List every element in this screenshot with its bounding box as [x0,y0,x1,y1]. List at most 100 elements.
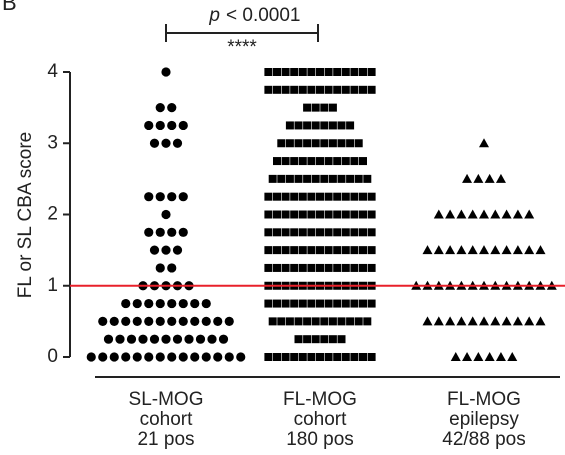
marker [462,173,473,183]
marker [350,157,359,166]
marker [333,246,342,255]
marker [264,246,273,255]
marker [367,228,376,237]
marker [224,316,234,326]
marker [333,263,342,272]
marker [178,316,188,326]
marker [303,317,312,326]
marker [190,316,200,326]
marker-row [155,103,177,113]
marker [328,317,337,326]
y-tick-label: 1 [47,275,58,296]
marker [132,352,142,362]
marker [281,68,290,76]
marker [109,352,119,362]
marker [307,246,316,255]
marker-row [462,173,506,183]
marker [479,245,489,255]
marker [495,173,506,183]
marker [350,85,359,94]
marker [359,85,367,94]
marker [273,228,281,237]
marker [103,334,114,344]
marker [218,334,229,344]
marker [350,353,359,361]
marker [316,157,324,166]
marker [333,192,342,201]
marker [178,352,188,362]
marker-row [155,263,177,273]
marker [264,68,273,76]
marker [213,316,223,326]
marker [350,246,359,255]
marker [236,352,246,362]
x-tick-label: 42/88 pos [442,429,525,450]
marker [307,353,316,361]
marker-row [264,210,376,219]
marker [316,353,324,361]
marker [172,138,183,148]
marker [311,103,320,112]
marker [268,317,277,326]
marker [316,210,324,219]
marker [273,85,281,94]
marker [172,245,183,255]
marker [512,245,523,255]
marker [501,209,512,219]
marker [290,210,299,219]
x-tick-label: FL-MOG [283,389,357,410]
marker [281,263,290,272]
marker [281,157,290,166]
marker [501,245,512,255]
marker [350,192,359,201]
marker [328,121,337,130]
y-tick-label: 0 [47,346,58,367]
marker [167,263,177,273]
marker [363,174,372,183]
marker [367,192,376,201]
marker [115,334,125,344]
marker [273,157,281,166]
marker [298,228,307,237]
marker [273,68,281,76]
marker [290,228,299,237]
marker [285,121,294,130]
p-symbol: p [208,5,220,26]
marker [320,121,329,130]
marker [324,246,333,255]
marker [341,246,350,255]
marker [328,174,337,183]
marker [167,103,177,113]
marker [144,227,154,237]
marker-row [149,245,183,255]
marker [359,263,367,272]
marker [333,299,342,308]
marker [320,174,329,183]
marker [350,210,359,219]
marker [144,316,154,326]
marker [201,352,211,362]
marker [324,192,333,201]
marker [144,298,154,309]
marker [316,192,324,201]
marker [294,139,303,148]
marker-row [264,263,376,272]
marker [346,139,355,148]
marker [341,85,350,94]
marker [98,352,108,362]
marker [161,138,171,148]
x-tick-label: 21 pos [137,429,194,450]
marker [307,263,316,272]
marker [264,299,273,308]
marker-row [433,209,535,219]
p-value: < 0.0001 [226,5,301,26]
marker-row [268,174,372,183]
marker [281,192,290,201]
stars: **** [227,37,257,58]
marker [341,353,350,361]
marker [167,192,177,202]
x-tick-label: SL-MOG [129,389,204,410]
marker-row [450,352,518,361]
marker [490,245,501,255]
marker [109,316,119,326]
